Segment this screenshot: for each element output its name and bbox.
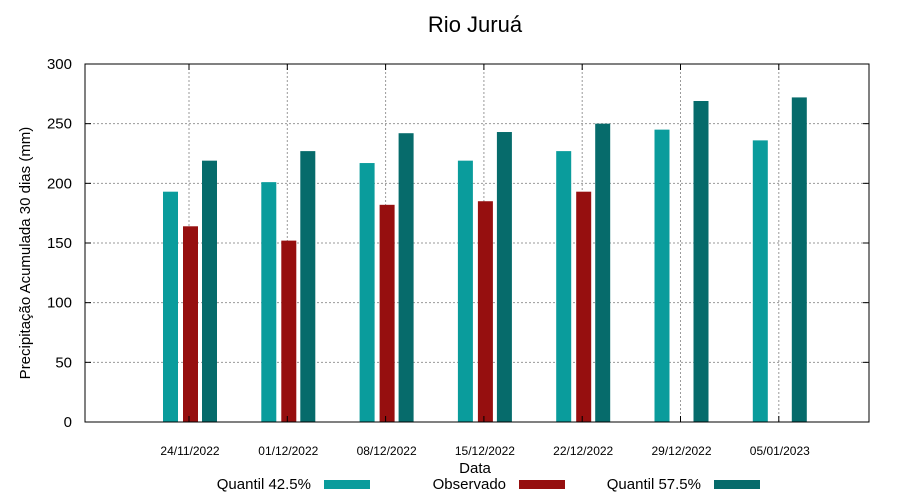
bar (359, 163, 375, 422)
bar (595, 123, 611, 423)
bar (477, 201, 493, 422)
y-tick-label: 50 (55, 354, 72, 371)
bar (752, 140, 768, 422)
legend: Quantil 42.5% Observado Quantil 57.5% (217, 476, 760, 493)
legend-label: Observado (433, 476, 506, 493)
bar (261, 182, 277, 422)
bar (202, 160, 217, 422)
bar (163, 191, 178, 422)
y-tick-label: 100 (47, 295, 72, 312)
legend-swatch (714, 480, 760, 489)
x-tick-label: 24/11/2022 (160, 444, 219, 458)
x-axis-label: Data (459, 460, 491, 477)
bar (693, 100, 709, 422)
x-tick-label: 15/12/2022 (455, 444, 515, 458)
bar (379, 204, 395, 422)
bar (654, 129, 670, 422)
gridlines (85, 64, 869, 422)
bar (556, 151, 572, 422)
x-tick-label: 05/01/2023 (750, 444, 810, 458)
x-tick-label: 08/12/2022 (357, 444, 417, 458)
legend-label: Quantil 57.5% (607, 476, 701, 493)
bar (300, 151, 316, 422)
bar (576, 191, 592, 422)
x-axis-ticks: 24/11/2022 01/12/2022 08/12/2022 15/12/2022… (160, 64, 810, 458)
x-tick-label: 22/12/2022 (553, 444, 613, 458)
x-tick-label: 29/12/2022 (651, 444, 711, 458)
bar (496, 132, 512, 422)
y-tick-label: 300 (47, 56, 72, 73)
x-tick-label: 01/12/2022 (258, 444, 318, 458)
y-tick-label: 250 (47, 116, 72, 133)
y-tick-label: 200 (47, 175, 72, 192)
y-tick-label: 150 (47, 235, 72, 252)
legend-swatch (519, 480, 565, 489)
bar (398, 133, 414, 423)
y-tick-label: 0 (64, 414, 72, 431)
legend-label: Quantil 42.5% (217, 476, 311, 493)
y-axis-ticks: 0 50 100 150 200 250 300 (47, 56, 869, 431)
chart-title: Rio Juruá (428, 12, 523, 37)
y-axis-label: Precipitação Acumulada 30 dias (mm) (17, 127, 34, 380)
bar (281, 240, 297, 422)
bars (163, 97, 807, 423)
bar (457, 160, 473, 422)
bar (791, 97, 807, 422)
legend-swatch (324, 480, 370, 489)
bar (183, 226, 198, 422)
